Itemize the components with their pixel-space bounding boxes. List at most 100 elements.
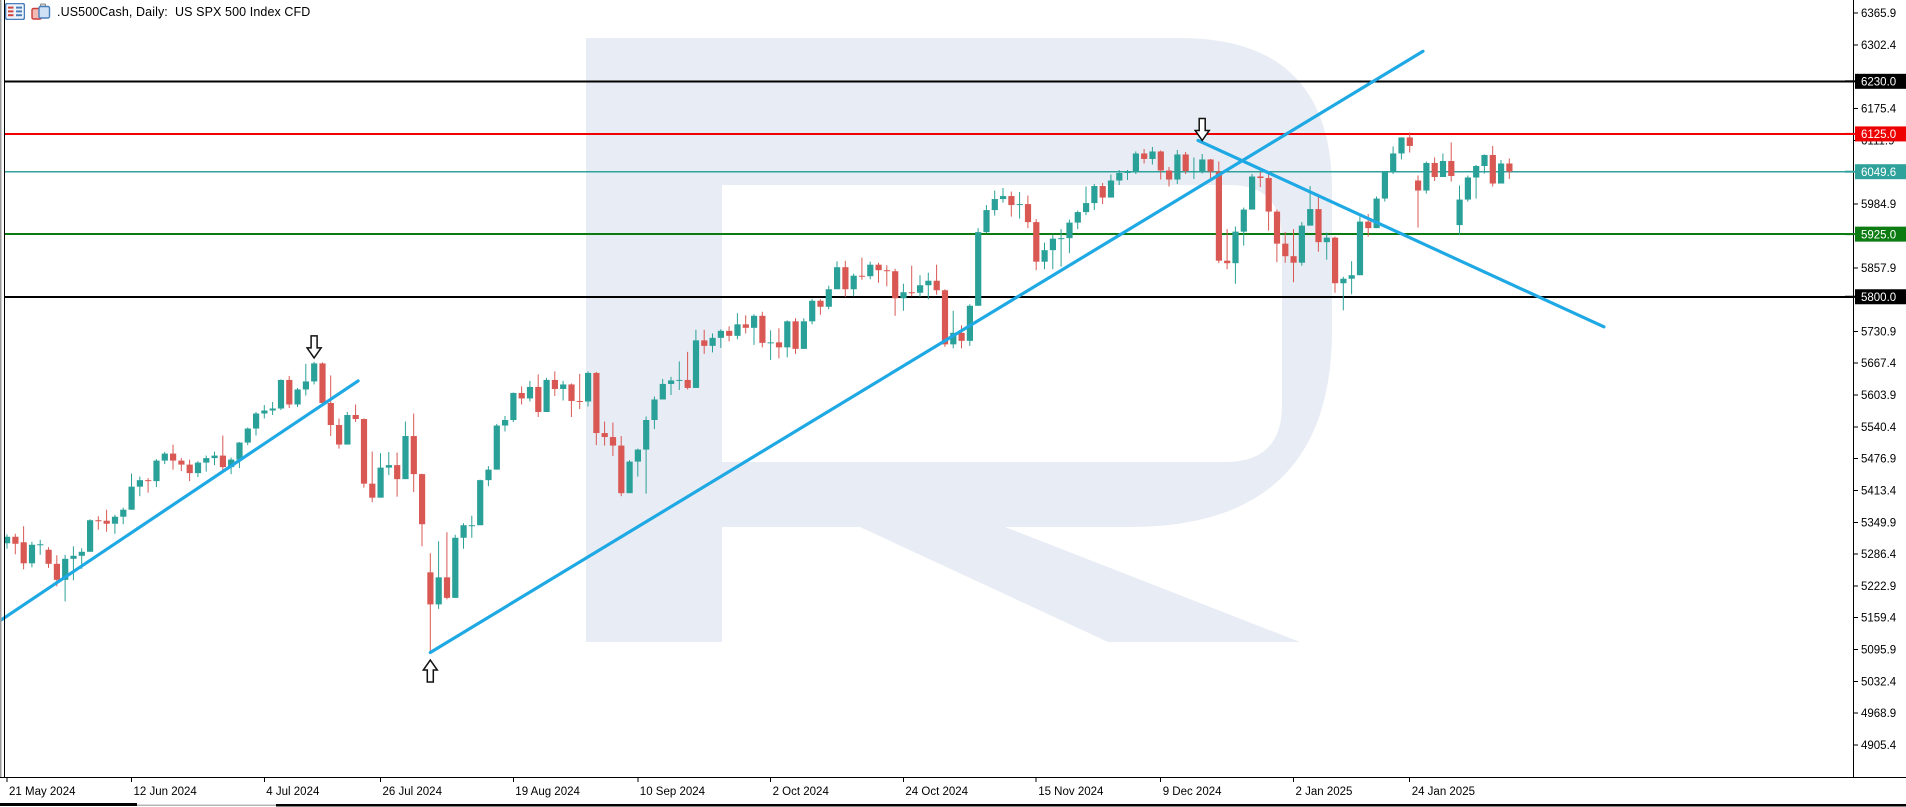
- down-arrow-marker[interactable]: [305, 335, 323, 360]
- candle: [385, 465, 392, 468]
- candle: [1265, 178, 1272, 212]
- candle: [294, 389, 301, 405]
- candle: [585, 372, 592, 402]
- candle: [1024, 204, 1032, 223]
- candle: [161, 453, 168, 461]
- candle: [1381, 172, 1388, 199]
- candle: [327, 402, 334, 426]
- price-label-6049.6: 6049.6: [1861, 167, 1896, 179]
- quotes-list-icon[interactable]: [5, 3, 25, 20]
- candle: [286, 379, 293, 405]
- candle: [1398, 137, 1405, 154]
- price-tick-label: 5603.9: [1861, 390, 1896, 402]
- candle: [1240, 209, 1247, 232]
- candle: [867, 264, 874, 277]
- down-arrow-marker[interactable]: [1193, 117, 1211, 142]
- candle: [203, 458, 210, 463]
- candle: [1439, 160, 1447, 178]
- candle: [468, 525, 475, 527]
- candle: [1249, 176, 1256, 210]
- candle: [153, 460, 160, 482]
- candle: [1066, 222, 1073, 239]
- candle: [103, 520, 110, 524]
- candle: [1041, 250, 1048, 262]
- candle: [842, 267, 849, 290]
- candle: [419, 474, 426, 525]
- price-axis-panel[interactable]: [1854, 0, 1906, 777]
- candle: [568, 384, 575, 401]
- trendline-uptrend-aug-jan[interactable]: [428, 49, 1425, 655]
- candle: [336, 425, 343, 445]
- candle: [1099, 186, 1106, 198]
- candle: [975, 232, 982, 306]
- date-tick-label: 2 Oct 2024: [773, 786, 830, 798]
- candle: [1049, 238, 1056, 251]
- price-tick-label: 4905.4: [1861, 740, 1897, 752]
- candle: [20, 542, 27, 564]
- candle: [626, 461, 633, 494]
- candle: [1257, 176, 1264, 179]
- candle: [1074, 212, 1081, 223]
- candle: [933, 280, 940, 291]
- candle: [1232, 231, 1239, 264]
- candle: [485, 469, 492, 481]
- candle: [170, 453, 177, 461]
- date-tick-label: 4 Jul 2024: [266, 786, 320, 798]
- time-axis[interactable]: 21 May 2024 12 Jun 2024 4 Jul 2024 26 Jul 2…: [6, 777, 1475, 798]
- price-axis[interactable]: 6365.96302.46175.46111.95984.95857.95730…: [1845, 8, 1906, 752]
- price-tick-label: 5349.9: [1861, 517, 1896, 529]
- price-tick-label: 5032.4: [1861, 676, 1897, 688]
- candle: [136, 480, 143, 487]
- candle: [634, 449, 641, 462]
- price-tick-label: 5095.9: [1861, 645, 1896, 657]
- candlestick-chart-icon[interactable]: [31, 3, 51, 20]
- candle: [443, 577, 451, 598]
- up-arrow-marker[interactable]: [421, 658, 439, 683]
- price-label-box: [1855, 126, 1906, 142]
- candle: [751, 315, 758, 328]
- price-label-5925.0: 5925.0: [1861, 229, 1896, 241]
- candle: [1174, 154, 1181, 180]
- price-label-box: [1855, 289, 1906, 305]
- chart-title: .US500Cash, Daily: US SPX 500 Index CFD: [57, 4, 311, 19]
- candle: [883, 270, 890, 272]
- candle: [908, 292, 915, 294]
- candle: [1498, 163, 1505, 184]
- candle: [759, 315, 766, 343]
- candle: [1182, 154, 1189, 172]
- candle: [70, 555, 77, 559]
- time-axis-panel[interactable]: [0, 778, 1906, 807]
- candle: [1149, 151, 1156, 159]
- candle: [510, 392, 517, 421]
- price-tick-label: 4968.9: [1861, 708, 1896, 720]
- candle: [850, 275, 857, 290]
- candle: [593, 372, 600, 434]
- date-tick-label: 24 Jan 2025: [1412, 786, 1475, 798]
- candle: [1058, 238, 1065, 240]
- candle: [28, 544, 36, 564]
- price-tick-label: 6302.4: [1861, 40, 1897, 52]
- candle: [87, 520, 94, 552]
- trendline-uptrend-may-jul[interactable]: [0, 379, 360, 622]
- candle: [858, 275, 866, 277]
- candle: [676, 379, 683, 381]
- candle: [892, 271, 899, 299]
- price-tick-label: 6365.9: [1861, 8, 1896, 20]
- candle: [1356, 221, 1364, 276]
- candle: [244, 428, 251, 443]
- candle: [62, 558, 69, 580]
- candle: [1215, 171, 1222, 261]
- candle: [219, 455, 226, 468]
- candle: [1083, 203, 1090, 213]
- candle: [319, 363, 326, 403]
- candle: [186, 464, 193, 474]
- candle: [609, 437, 617, 446]
- candle: [460, 525, 467, 538]
- candle: [402, 436, 409, 480]
- candle: [659, 383, 666, 400]
- candles: [4, 132, 1513, 653]
- candle: [277, 379, 285, 409]
- trendline-downtrend-dec-feb[interactable]: [1196, 138, 1606, 329]
- candle: [1332, 237, 1339, 284]
